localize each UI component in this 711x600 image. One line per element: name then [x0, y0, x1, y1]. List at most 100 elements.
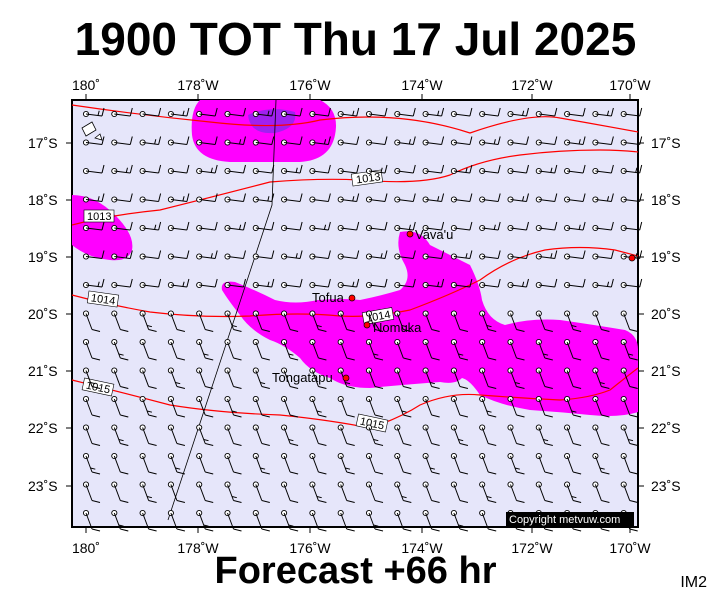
wind-barb [592, 338, 610, 361]
wind-barb [394, 367, 412, 389]
wind-barb [479, 221, 501, 232]
wind-barb [394, 107, 416, 118]
wind-barb [450, 481, 469, 503]
wind-barb [82, 221, 105, 232]
wind-barb [479, 136, 501, 146]
wind-barb [507, 193, 529, 203]
wind-barb [450, 164, 473, 175]
wind-barb [252, 367, 270, 389]
wind-barb [479, 481, 497, 503]
wind-barb [620, 395, 638, 418]
wind-barb [450, 310, 469, 332]
wind-barb [111, 221, 133, 232]
lon-tick-label: 172˚W [511, 77, 553, 93]
wind-barb [535, 164, 558, 175]
wind-barb [139, 395, 157, 418]
place-marker-tofua [348, 294, 356, 302]
wind-barb [337, 481, 355, 503]
wind-barb [252, 509, 270, 532]
wind-barb [82, 250, 105, 260]
wind-barb [365, 310, 384, 332]
wind-barb [224, 310, 242, 332]
isobar-line [71, 367, 639, 429]
wind-barb [450, 395, 469, 418]
wind-barb [564, 193, 586, 203]
wind-barb [422, 395, 440, 418]
wind-barb [252, 250, 275, 260]
wind-barb [365, 367, 384, 389]
wind-barb [139, 278, 162, 289]
wind-barb [224, 164, 246, 175]
wind-barb [620, 452, 638, 475]
islands [81, 121, 103, 141]
wind-barb [139, 509, 157, 532]
wind-barb [535, 107, 558, 118]
lon-tick-label: 174˚W [401, 540, 443, 556]
wind-barb [365, 107, 388, 118]
wind-barb [422, 509, 440, 532]
wind-barb [252, 107, 275, 118]
wind-barb [252, 136, 275, 146]
wind-barb [139, 107, 162, 118]
wind-barb [507, 164, 529, 175]
wind-barb [620, 367, 638, 389]
wind-barb [592, 278, 614, 289]
wind-barb [620, 481, 638, 503]
wind-barb [252, 481, 270, 503]
wind-barb [139, 367, 157, 389]
wind-barb [82, 481, 101, 503]
wind-barb [196, 221, 218, 232]
wind-barb [82, 509, 101, 532]
wind-barb [224, 481, 242, 503]
wind-barb [309, 310, 327, 332]
wind-barb [564, 424, 582, 446]
wind-barb [564, 164, 586, 175]
wind-barb [196, 452, 214, 475]
wind-barb [281, 424, 299, 446]
wind-barb [592, 193, 614, 203]
wind-barb [167, 424, 186, 446]
lon-tick-label: 180˚ [72, 540, 100, 556]
lon-tick-label: 180˚ [72, 77, 100, 93]
wind-barb [535, 250, 558, 260]
wind-barb [592, 136, 614, 146]
wind-barb [479, 424, 497, 446]
wind-barb [507, 136, 529, 146]
wind-barb [592, 367, 610, 389]
lat-tick-label: 22˚S [28, 420, 58, 436]
wind-barb [196, 310, 214, 332]
wind-barb [535, 338, 553, 361]
wind-barb [252, 193, 275, 203]
wind-barb [535, 310, 553, 332]
wind-barb [422, 136, 445, 146]
wind-barb [309, 278, 331, 289]
wind-barb [111, 193, 133, 203]
wind-barb [535, 278, 558, 289]
wind-barb [422, 452, 440, 475]
wind-barb [196, 509, 214, 532]
wind-barb [309, 338, 327, 361]
wind-barb [394, 193, 416, 203]
wind-barb [82, 107, 105, 118]
wind-barb [167, 395, 186, 418]
wind-barb [196, 367, 214, 389]
wind-barb [224, 509, 242, 532]
wind-barb [422, 221, 445, 232]
wind-barb [592, 221, 614, 232]
wind-barb [592, 164, 614, 175]
wind-barb [564, 395, 582, 418]
wind-barb [337, 136, 360, 146]
wind-barb [535, 136, 558, 146]
wind-barb [450, 221, 473, 232]
wind-barb [309, 367, 327, 389]
wind-barbs [82, 107, 643, 532]
wind-barb [139, 221, 162, 232]
wind-barb [82, 136, 105, 146]
place-label-tofua: Tofua [312, 290, 345, 305]
wind-barb [224, 424, 242, 446]
wind-barb [82, 367, 101, 389]
wind-barb [507, 367, 525, 389]
wind-barb [111, 107, 133, 118]
wind-barb [535, 481, 553, 503]
wind-barb [365, 250, 388, 260]
